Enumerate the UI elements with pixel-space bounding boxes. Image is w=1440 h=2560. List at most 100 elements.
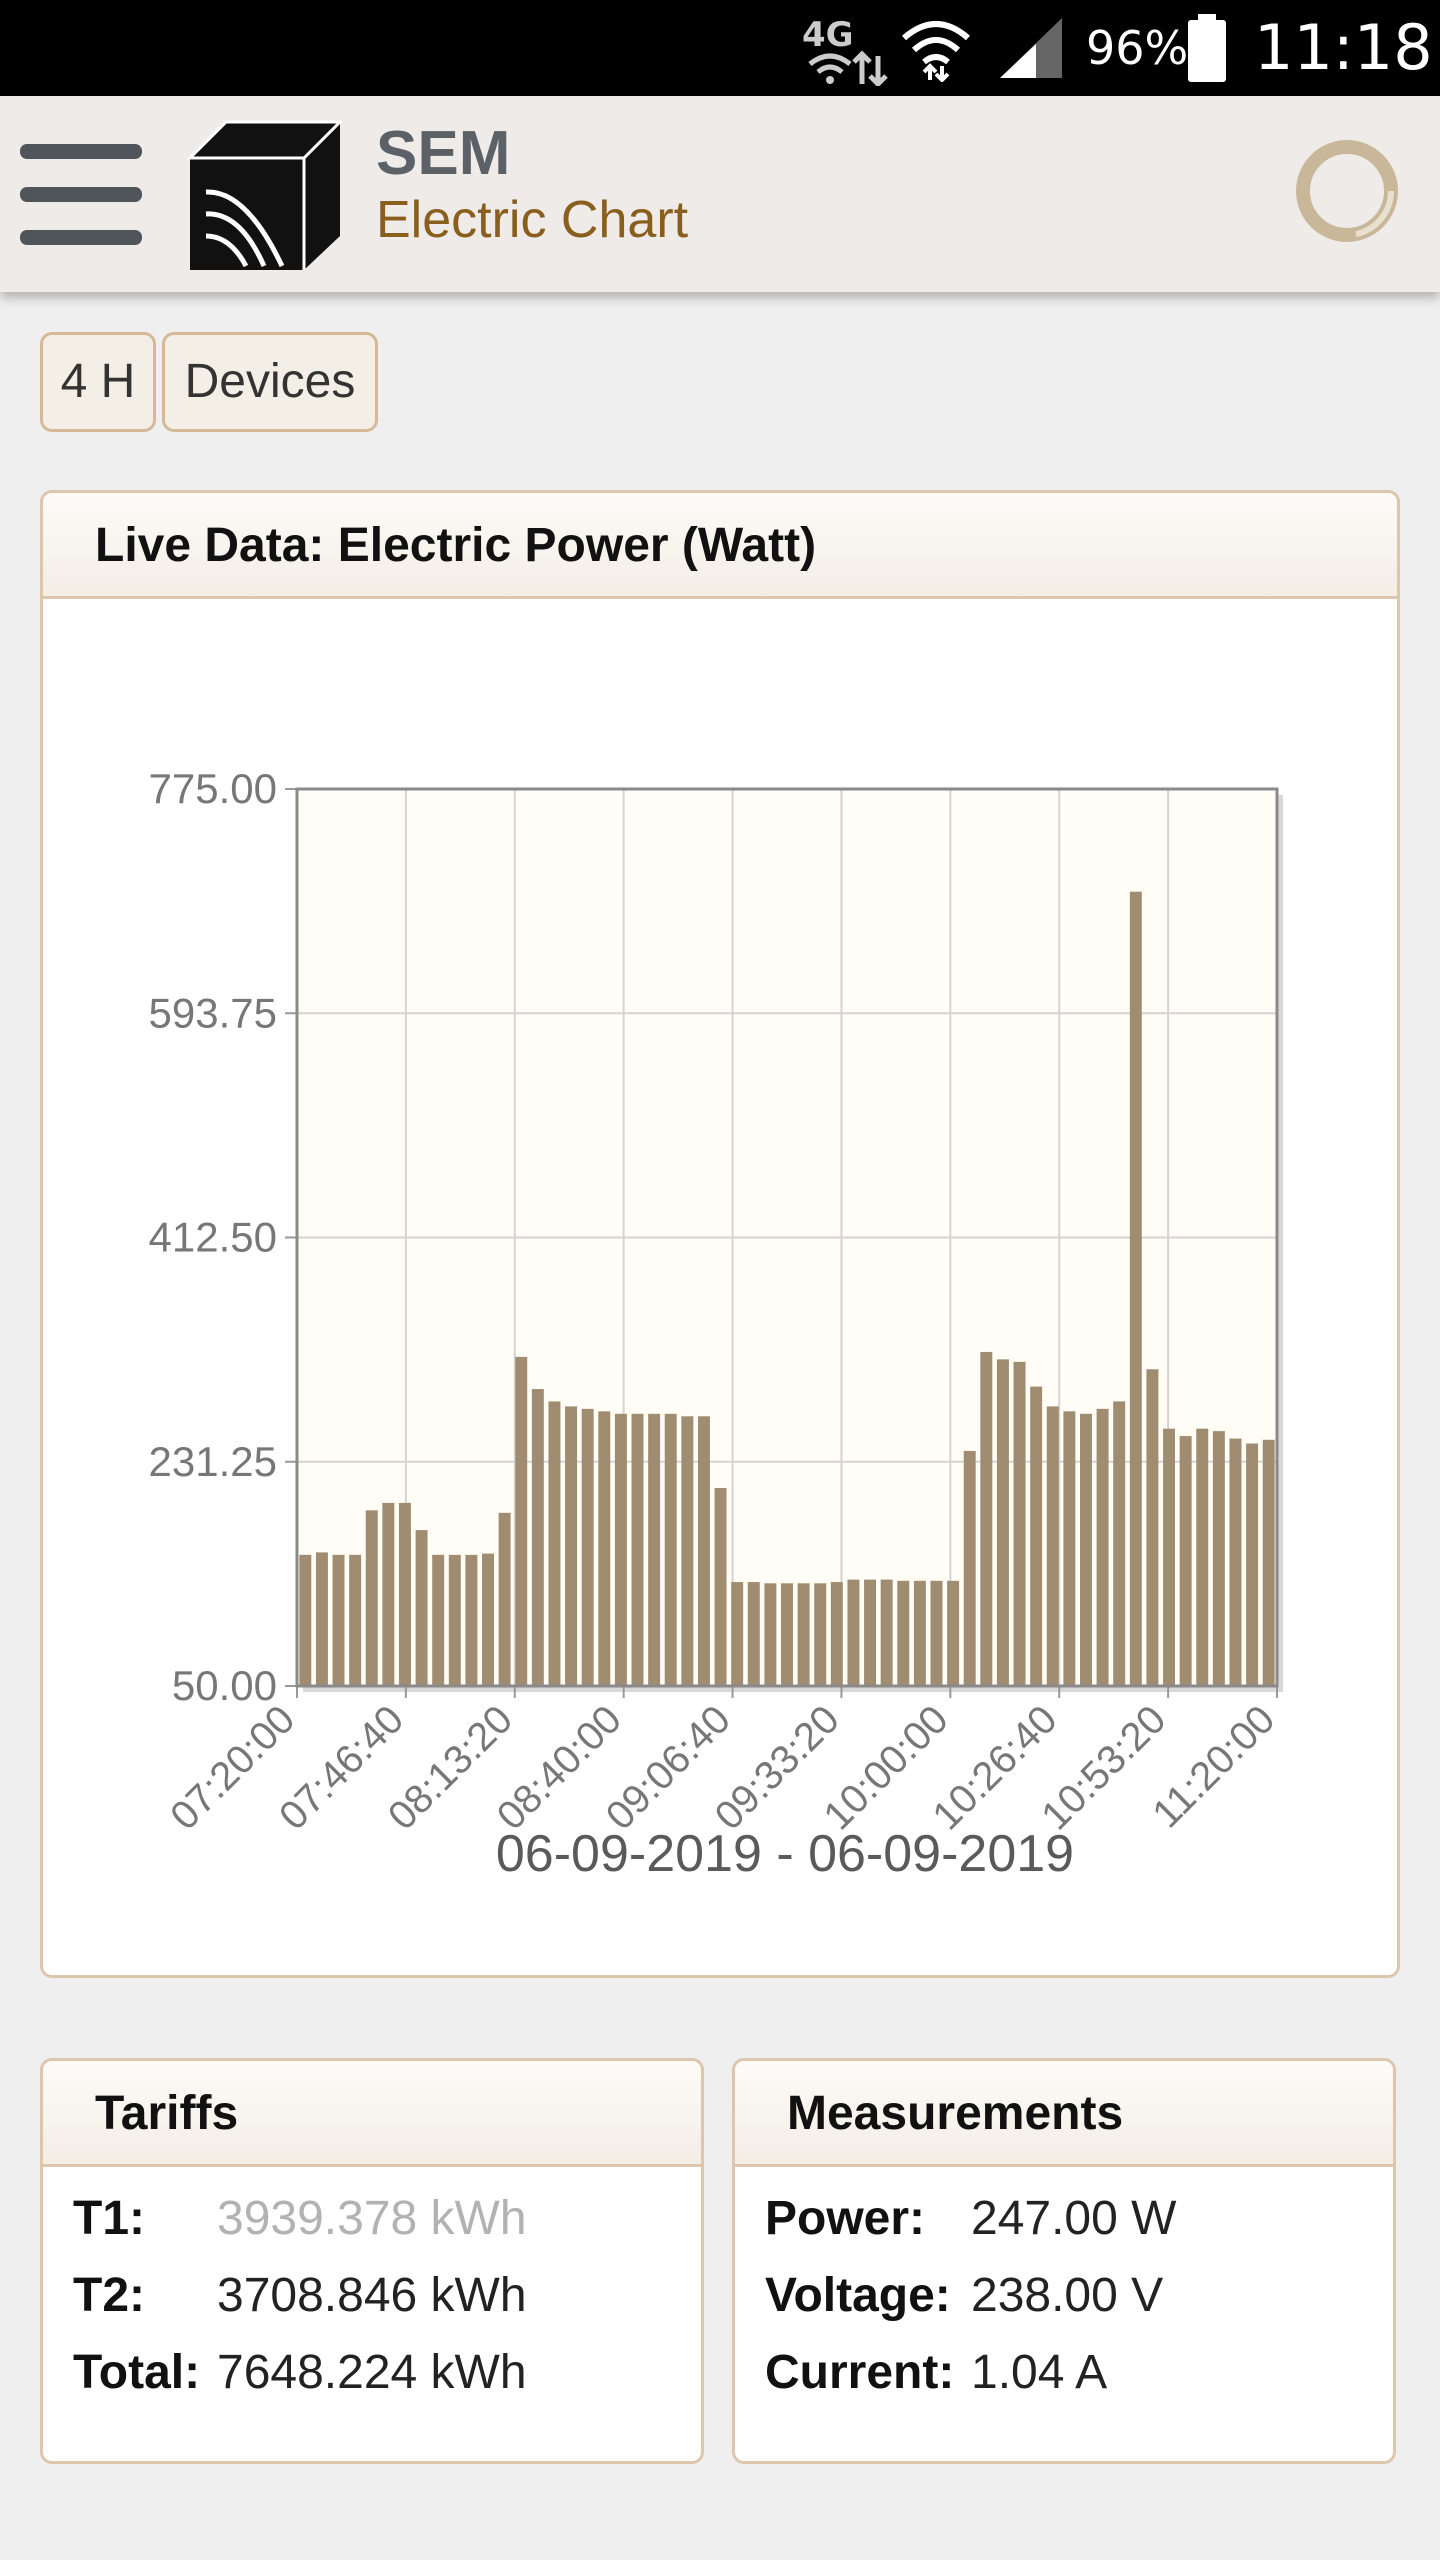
bar xyxy=(731,1582,744,1686)
bar xyxy=(947,1580,960,1686)
bar xyxy=(797,1583,810,1686)
bar xyxy=(498,1512,511,1686)
bar xyxy=(697,1416,710,1686)
plot-border xyxy=(295,787,1279,1688)
tariff-value: 3708.846 kWh xyxy=(217,2269,527,2322)
bar xyxy=(814,1583,827,1686)
x-tick-label: 11:20:00 xyxy=(1144,1697,1283,1836)
bar xyxy=(1113,1401,1126,1686)
measurements-title: Measurements xyxy=(735,2061,1393,2167)
bar xyxy=(1262,1439,1275,1686)
bar xyxy=(349,1554,362,1686)
y-tick-label: 775.00 xyxy=(149,765,277,812)
bar xyxy=(747,1582,760,1686)
bar xyxy=(614,1413,627,1686)
bar xyxy=(1080,1413,1092,1686)
bar xyxy=(1013,1361,1026,1686)
bar xyxy=(415,1530,428,1686)
measurement-key: Voltage: xyxy=(765,2269,951,2322)
bar xyxy=(1179,1436,1192,1686)
bar xyxy=(847,1579,860,1686)
tariffs-title: Tariffs xyxy=(43,2061,701,2167)
bar xyxy=(996,1359,1009,1686)
bar xyxy=(382,1502,395,1686)
live-data-panel: Live Data: Electric Power (Watt) 775.00 5… xyxy=(40,490,1400,1978)
devices-button[interactable]: Devices xyxy=(162,332,378,432)
tariffs-panel: Tariffs T1: 3939.378 kWh T2: 3708.846 kW… xyxy=(40,2058,704,2464)
bar xyxy=(548,1401,561,1686)
bar xyxy=(930,1580,943,1686)
y-tick-label: 231.25 xyxy=(149,1438,277,1485)
bar xyxy=(1096,1408,1109,1686)
bar xyxy=(432,1554,445,1686)
network-4g-icon: 4G xyxy=(802,15,888,86)
svg-text:4G: 4G xyxy=(802,15,854,55)
bar xyxy=(1246,1443,1259,1686)
power-bar-chart: 775.00593.75412.50231.2550.0007:20:0007:… xyxy=(149,765,1284,1883)
bar xyxy=(1146,1369,1159,1686)
refresh-ring-icon[interactable] xyxy=(1292,136,1402,246)
y-tick-label: 593.75 xyxy=(149,989,277,1036)
tariff-key: T1: xyxy=(73,2192,145,2245)
measurement-key: Power: xyxy=(765,2192,926,2245)
measurement-value: 1.04 A xyxy=(971,2346,1108,2399)
menu-icon[interactable] xyxy=(18,140,146,250)
bar xyxy=(764,1583,777,1686)
tariff-value: 3939.378 kWh xyxy=(217,2192,527,2245)
bar xyxy=(398,1502,411,1686)
cell-signal-icon xyxy=(1000,18,1062,78)
tariff-value: 7648.224 kWh xyxy=(217,2346,527,2399)
chart-date-range: 06-09-2019 - 06-09-2019 xyxy=(496,1825,1074,1883)
app-subtitle: Electric Chart xyxy=(376,191,689,249)
bar xyxy=(365,1510,378,1686)
bar xyxy=(448,1554,461,1686)
wifi-icon xyxy=(902,21,970,82)
measurements-panel: Measurements Power: 247.00 W Voltage: 23… xyxy=(732,2058,1396,2464)
bar xyxy=(1212,1431,1225,1686)
bar xyxy=(681,1416,694,1686)
bar xyxy=(664,1413,677,1686)
tariff-key: T2: xyxy=(73,2269,145,2322)
bar xyxy=(299,1554,312,1686)
bar xyxy=(315,1552,328,1686)
bar xyxy=(465,1554,478,1686)
measurement-value: 238.00 V xyxy=(971,2269,1164,2322)
bar xyxy=(332,1554,345,1686)
clock: 11:18 xyxy=(1254,11,1433,84)
bar xyxy=(963,1450,976,1686)
bar xyxy=(1163,1428,1176,1686)
y-tick-label: 412.50 xyxy=(149,1214,277,1261)
cube-logo xyxy=(186,120,342,270)
tariff-key: Total: xyxy=(73,2346,201,2399)
bar xyxy=(1046,1406,1059,1686)
measurement-value: 247.00 W xyxy=(971,2192,1177,2245)
bar xyxy=(1129,891,1142,1686)
bar xyxy=(581,1408,594,1686)
range-4h-button[interactable]: 4 H xyxy=(40,332,156,432)
y-tick-label: 50.00 xyxy=(172,1662,277,1709)
bar xyxy=(897,1580,910,1686)
bar xyxy=(648,1413,661,1686)
app-title: SEM xyxy=(376,119,511,188)
measurement-key: Current: xyxy=(765,2346,955,2399)
bar xyxy=(864,1579,877,1686)
bar xyxy=(1063,1411,1076,1686)
live-data-panel-title: Live Data: Electric Power (Watt) xyxy=(43,493,1397,599)
battery-percent: 96% xyxy=(1086,21,1189,75)
bar xyxy=(631,1413,644,1686)
bar xyxy=(1229,1438,1242,1686)
status-bar: 4G 96% 11:18 xyxy=(0,0,1440,96)
bar xyxy=(531,1389,544,1686)
bar xyxy=(1030,1386,1043,1686)
bar xyxy=(880,1579,893,1686)
bar xyxy=(913,1580,926,1686)
app-header: SEM Electric Chart xyxy=(0,96,1440,292)
bar xyxy=(980,1351,993,1686)
bar xyxy=(598,1411,611,1686)
bar xyxy=(830,1582,843,1686)
battery-icon xyxy=(1188,14,1226,82)
bar xyxy=(515,1356,528,1686)
bar xyxy=(781,1583,793,1686)
bar xyxy=(714,1488,727,1686)
bar xyxy=(1196,1428,1209,1686)
